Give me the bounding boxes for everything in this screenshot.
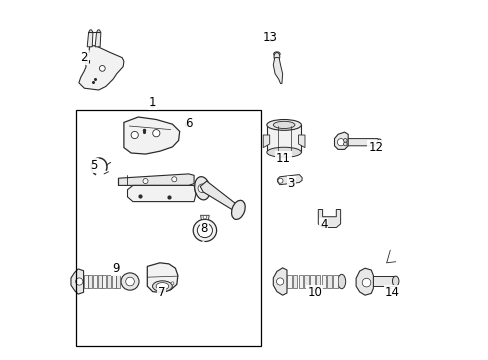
Ellipse shape: [152, 281, 172, 292]
Circle shape: [142, 179, 148, 184]
Text: 2: 2: [81, 51, 88, 64]
Polygon shape: [79, 46, 123, 90]
Text: 5: 5: [90, 159, 98, 172]
Ellipse shape: [266, 120, 301, 130]
Bar: [326, 275, 331, 288]
Polygon shape: [266, 125, 301, 152]
Polygon shape: [127, 185, 196, 202]
Polygon shape: [123, 117, 179, 154]
Bar: [304, 275, 308, 288]
Polygon shape: [87, 30, 93, 47]
Text: 6: 6: [184, 117, 192, 130]
Polygon shape: [273, 58, 282, 84]
Bar: [298, 275, 303, 288]
Circle shape: [343, 142, 346, 146]
Polygon shape: [347, 139, 379, 146]
Circle shape: [337, 139, 344, 146]
Text: 14: 14: [384, 286, 399, 299]
Bar: [332, 275, 337, 288]
Text: 9: 9: [112, 262, 120, 275]
Polygon shape: [361, 276, 395, 286]
Ellipse shape: [197, 223, 212, 238]
Circle shape: [198, 184, 206, 193]
Ellipse shape: [156, 283, 168, 290]
Text: 1: 1: [149, 96, 156, 109]
Text: 11: 11: [275, 152, 290, 165]
Text: 7: 7: [158, 286, 165, 299]
Ellipse shape: [273, 121, 294, 129]
Circle shape: [203, 215, 206, 219]
Bar: [116, 275, 120, 288]
Circle shape: [99, 66, 105, 71]
Text: 10: 10: [306, 286, 322, 299]
Circle shape: [125, 277, 134, 286]
Ellipse shape: [273, 53, 279, 61]
Polygon shape: [318, 210, 340, 228]
Circle shape: [171, 177, 177, 182]
Circle shape: [171, 282, 174, 285]
Text: 4: 4: [319, 219, 327, 231]
Ellipse shape: [337, 274, 345, 289]
Text: 13: 13: [262, 31, 277, 44]
Polygon shape: [147, 263, 178, 293]
Bar: [88, 275, 92, 288]
Ellipse shape: [273, 52, 280, 56]
Polygon shape: [263, 135, 269, 148]
Bar: [315, 275, 320, 288]
Bar: [111, 275, 115, 288]
Circle shape: [276, 278, 283, 285]
Polygon shape: [334, 132, 347, 149]
Polygon shape: [298, 135, 305, 148]
Bar: [102, 275, 106, 288]
Text: 3: 3: [287, 177, 294, 190]
Polygon shape: [277, 175, 302, 185]
Circle shape: [362, 278, 370, 287]
Ellipse shape: [266, 147, 301, 157]
Ellipse shape: [392, 276, 398, 286]
Bar: [292, 275, 297, 288]
Ellipse shape: [121, 273, 139, 290]
Polygon shape: [200, 215, 209, 220]
Polygon shape: [355, 268, 373, 295]
Bar: [286, 275, 291, 288]
Circle shape: [343, 139, 346, 142]
Ellipse shape: [231, 200, 244, 220]
Polygon shape: [118, 174, 194, 185]
Text: 8: 8: [200, 222, 207, 235]
Polygon shape: [273, 268, 286, 295]
Bar: [98, 275, 102, 288]
Polygon shape: [95, 30, 101, 47]
Bar: [83, 275, 87, 288]
Circle shape: [131, 131, 138, 139]
Bar: [107, 275, 111, 288]
Circle shape: [277, 178, 283, 183]
Polygon shape: [71, 269, 83, 294]
Circle shape: [152, 130, 160, 137]
Bar: [321, 275, 325, 288]
Polygon shape: [200, 181, 239, 213]
Circle shape: [76, 278, 82, 285]
Ellipse shape: [377, 139, 381, 145]
Text: 12: 12: [367, 141, 383, 154]
Ellipse shape: [193, 219, 216, 242]
Ellipse shape: [194, 177, 210, 200]
Bar: [93, 275, 97, 288]
Bar: [309, 275, 314, 288]
Bar: [76, 110, 260, 346]
